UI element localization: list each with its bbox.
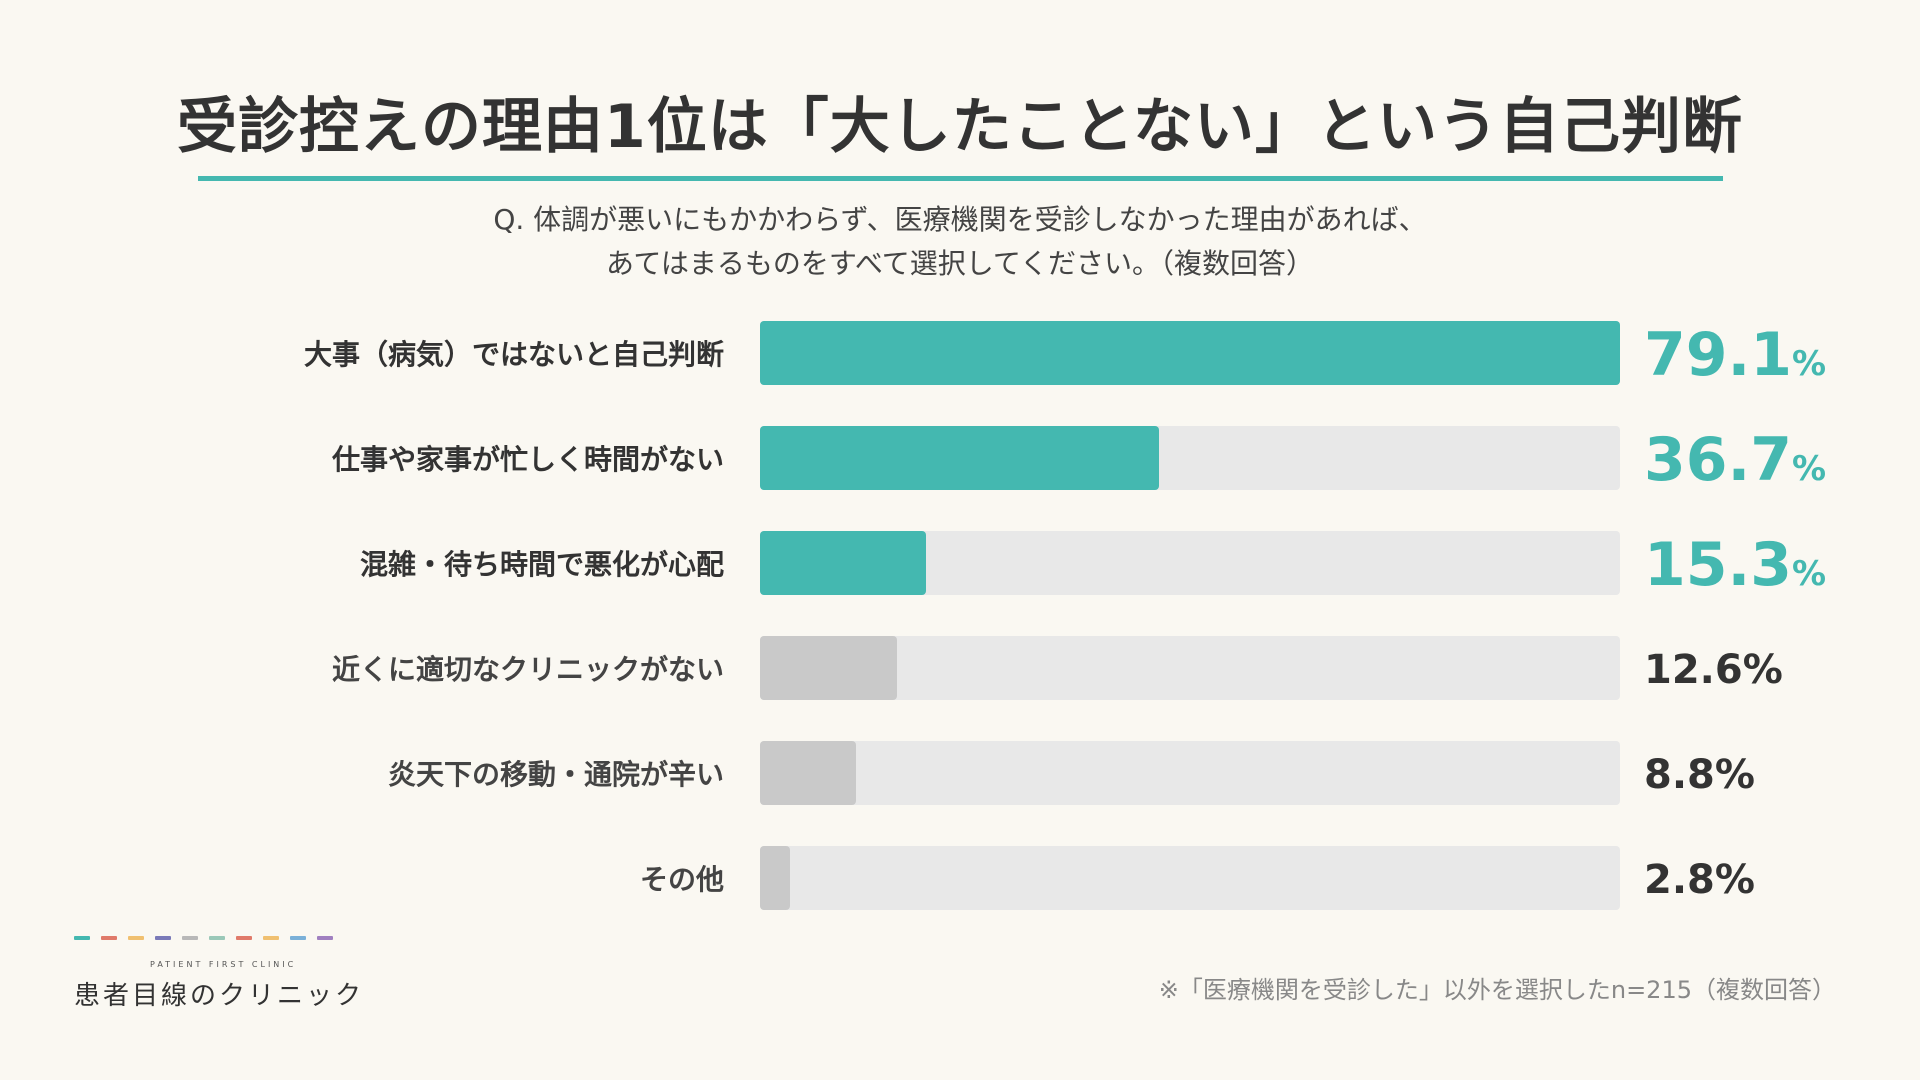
bar — [760, 321, 1620, 385]
bar-value-label: 15.3% — [1644, 530, 1826, 600]
bar-value-unit: % — [1792, 344, 1827, 384]
bar-label: その他 — [639, 863, 724, 896]
bar-value-label: 12.6% — [1644, 647, 1783, 693]
bar-track — [760, 846, 1620, 910]
logo-color-dashes — [74, 936, 364, 940]
logo-dash — [128, 936, 144, 940]
bar-track — [760, 741, 1620, 805]
title-underline — [198, 176, 1723, 181]
bar-track — [760, 531, 1620, 595]
page-title: 受診控えの理由1位は「大したことない」という自己判断 — [177, 92, 1743, 162]
bar-value-number: 2.8 — [1644, 857, 1715, 903]
bar-value-label: 79.1% — [1644, 320, 1826, 390]
clinic-logo: PATIENT FIRST CLINIC 患者目線のクリニック — [74, 936, 364, 1012]
logo-dash — [182, 936, 198, 940]
bar — [760, 531, 926, 595]
bar-track — [760, 426, 1620, 490]
bar-label: 近くに適切なクリニックがない — [331, 653, 724, 686]
bar — [760, 426, 1159, 490]
logo-dash — [290, 936, 306, 940]
bar-value-unit: % — [1792, 449, 1827, 489]
logo-dash — [263, 936, 279, 940]
bar-track — [760, 321, 1620, 385]
bar — [760, 741, 856, 805]
bar-label: 大事（病気）ではないと自己判断 — [303, 338, 724, 371]
bar-value-label: 8.8% — [1644, 752, 1755, 798]
survey-question-line-1: Q. 体調が悪いにもかかわらず、医療機関を受診しなかった理由があれば、 — [493, 203, 1427, 236]
bar-value-label: 2.8% — [1644, 857, 1755, 903]
logo-dash — [209, 936, 225, 940]
bar — [760, 636, 897, 700]
bar-label: 炎天下の移動・通院が辛い — [387, 758, 724, 791]
bar-value-label: 36.7% — [1644, 425, 1826, 495]
bar-value-number: 12.6 — [1644, 647, 1743, 693]
bar-value-unit: % — [1792, 554, 1827, 594]
footnote: ※「医療機関を受診した」以外を選択したn=215（複数回答） — [1158, 976, 1836, 1004]
bar-value-number: 8.8 — [1644, 752, 1715, 798]
survey-question-line-2: あてはまるものをすべて選択してください。（複数回答） — [605, 247, 1315, 280]
bar-value-unit: % — [1714, 752, 1755, 798]
logo-dash — [74, 936, 90, 940]
bar-value-number: 15.3 — [1644, 530, 1793, 600]
bar-value-number: 79.1 — [1644, 320, 1793, 390]
bar-label: 仕事や家事が忙しく時間がない — [331, 443, 724, 476]
bar-track — [760, 636, 1620, 700]
logo-dash — [236, 936, 252, 940]
logo-dash — [101, 936, 117, 940]
bar-value-unit: % — [1742, 647, 1783, 693]
logo-dash — [155, 936, 171, 940]
bar — [760, 846, 790, 910]
logo-subtitle: PATIENT FIRST CLINIC — [150, 960, 297, 969]
bar-value-number: 36.7 — [1644, 425, 1793, 495]
bar-value-unit: % — [1714, 857, 1755, 903]
bar-label: 混雑・待ち時間で悪化が心配 — [359, 548, 724, 581]
logo-dash — [317, 936, 333, 940]
logo-name: 患者目線のクリニック — [74, 981, 365, 1011]
survey-question: Q. 体調が悪いにもかかわらず、医療機関を受診しなかった理由があれば、 あてはま… — [0, 198, 1920, 286]
